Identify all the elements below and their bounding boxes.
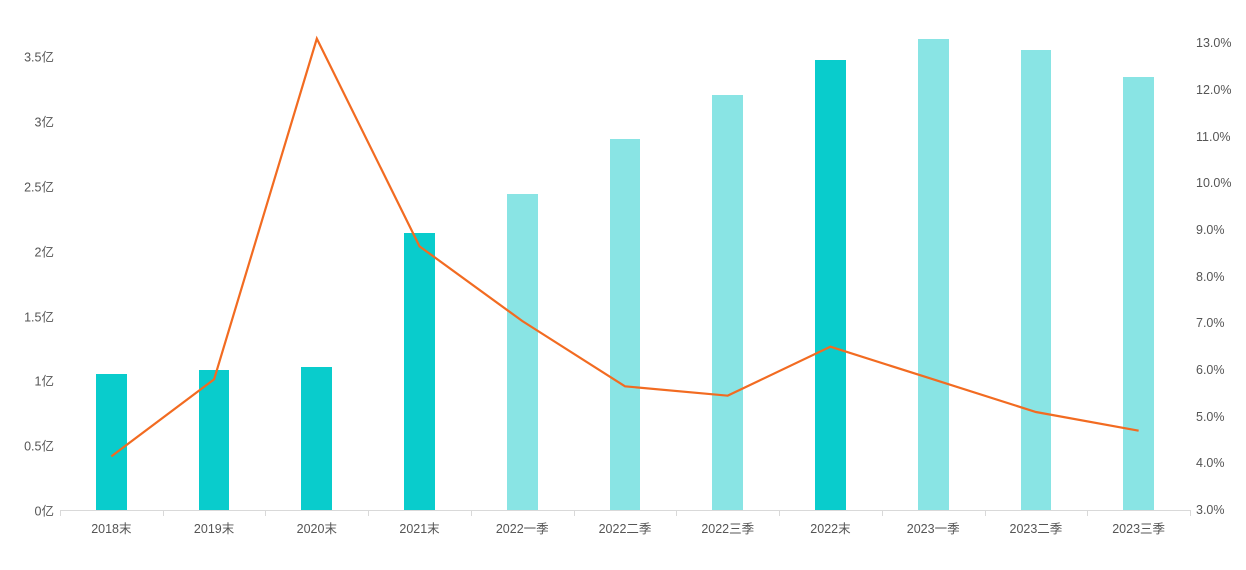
x-tick-mark: [1190, 510, 1191, 516]
y-right-tick-label: 6.0%: [1190, 363, 1225, 377]
x-tick-mark: [779, 510, 780, 516]
x-tick-label: 2019末: [194, 510, 234, 537]
y-left-tick-label: 1亿: [35, 371, 60, 390]
y-left-tick-label: 3.5亿: [24, 47, 60, 66]
line-series: [60, 20, 1190, 510]
x-tick-mark: [60, 510, 61, 516]
y-right-tick-label: 3.0%: [1190, 503, 1225, 517]
trend-line: [111, 39, 1138, 457]
y-right-tick-label: 11.0%: [1190, 130, 1231, 144]
plot-area: 0亿0.5亿1亿1.5亿2亿2.5亿3亿3.5亿3.0%4.0%5.0%6.0%…: [60, 20, 1190, 511]
y-right-tick-label: 10.0%: [1190, 176, 1231, 190]
y-right-tick-label: 9.0%: [1190, 223, 1225, 237]
chart-container: 0亿 0.5亿 1亿 1.5亿 2亿 2.5亿 3亿 3.5亿 3.0% 4.0% 5.0% 6.0%…: [0, 0, 1246, 570]
x-tick-mark: [574, 510, 575, 516]
x-tick-label: 2018末: [91, 510, 131, 537]
x-tick-label: 2020末: [297, 510, 337, 537]
x-tick-label: 2022三季: [701, 510, 754, 537]
x-tick-label: 2023三季: [1112, 510, 1165, 537]
y-left-tick-label: 3亿: [35, 112, 60, 131]
x-tick-mark: [985, 510, 986, 516]
y-right-tick-label: 7.0%: [1190, 316, 1225, 330]
y-left-tick-label: 2.5亿: [24, 176, 60, 195]
x-tick-label: 2022二季: [599, 510, 652, 537]
y-right-tick-label: 4.0%: [1190, 456, 1225, 470]
y-right-tick-label: 12.0%: [1190, 83, 1231, 97]
x-tick-mark: [265, 510, 266, 516]
x-tick-mark: [163, 510, 164, 516]
y-left-tick-label: 1.5亿: [24, 306, 60, 325]
x-tick-label: 2021末: [399, 510, 439, 537]
y-right-tick-label: 8.0%: [1190, 270, 1225, 284]
x-tick-label: 2022末: [810, 510, 850, 537]
y-right-tick-label: 13.0%: [1190, 36, 1231, 50]
x-tick-mark: [882, 510, 883, 516]
x-tick-mark: [368, 510, 369, 516]
y-right-tick-label: 5.0%: [1190, 410, 1225, 424]
x-tick-mark: [1087, 510, 1088, 516]
x-tick-label: 2023二季: [1010, 510, 1063, 537]
x-tick-mark: [471, 510, 472, 516]
y-left-tick-label: 2亿: [35, 241, 60, 260]
x-tick-label: 2022一季: [496, 510, 549, 537]
x-tick-mark: [676, 510, 677, 516]
x-tick-label: 2023一季: [907, 510, 960, 537]
y-left-tick-label: 0亿: [35, 501, 60, 520]
y-left-tick-label: 0.5亿: [24, 436, 60, 455]
